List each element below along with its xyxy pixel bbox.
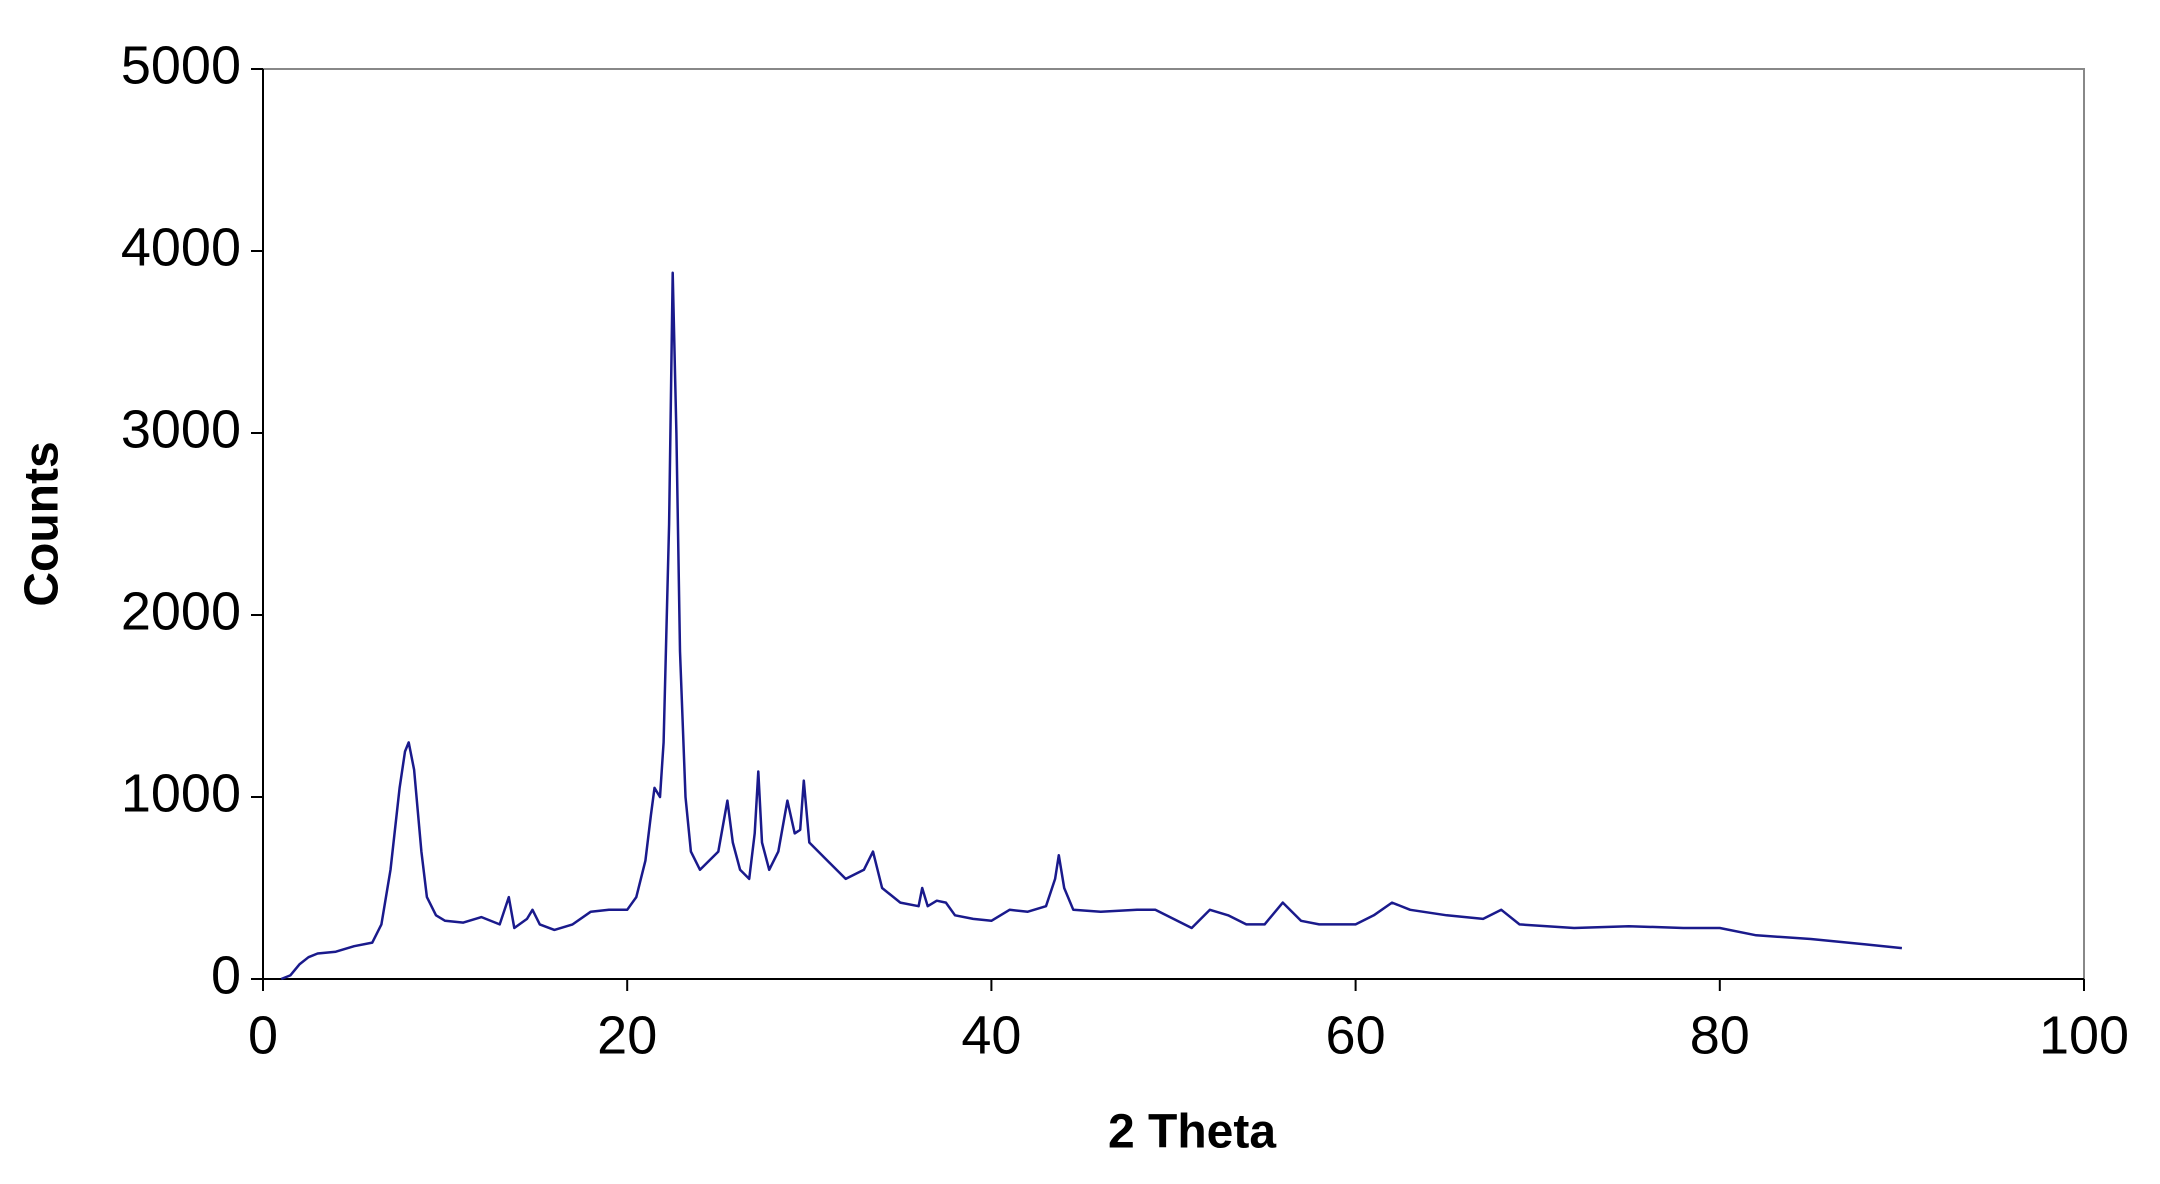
x-axis-title: 2 Theta (1108, 1106, 1276, 1159)
x-tick-label: 40 (961, 1005, 1021, 1065)
y-tick-label: 4000 (121, 217, 241, 277)
y-tick-label: 2000 (121, 581, 241, 641)
x-tick-label: 0 (248, 1005, 278, 1065)
plot-frame (262, 68, 2085, 980)
y-tick-label: 3000 (121, 399, 241, 459)
x-tick-label: 80 (1690, 1005, 1750, 1065)
x-tick-label: 20 (597, 1005, 657, 1065)
x-tick-label: 60 (1326, 1005, 1386, 1065)
y-tick-label: 5000 (121, 35, 241, 95)
x-tick-label: 100 (2039, 1005, 2129, 1065)
y-axis-title: Counts (16, 441, 69, 606)
y-tick-label: 1000 (121, 763, 241, 823)
data-line (280, 271, 1903, 981)
y-tick-label: 0 (211, 945, 241, 1005)
